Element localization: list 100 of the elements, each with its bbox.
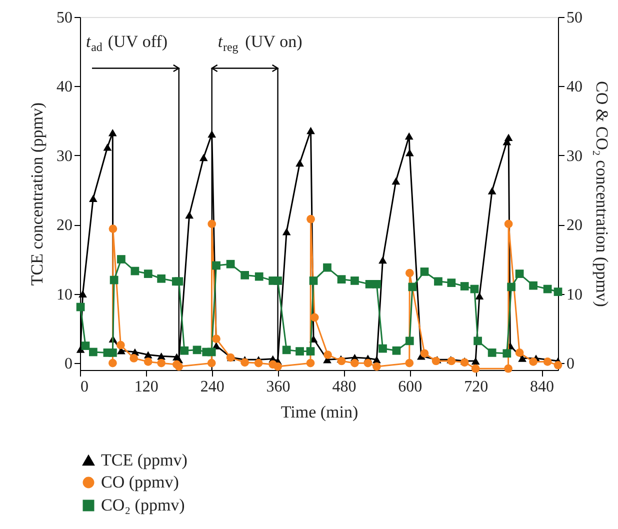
point [144, 358, 152, 366]
point [117, 255, 126, 264]
y2-tick-label: 30 [566, 148, 582, 165]
point [254, 272, 264, 281]
x-tick-label: 0 [80, 378, 88, 396]
point [274, 276, 282, 285]
point [488, 187, 496, 194]
point [543, 284, 552, 294]
point [180, 346, 189, 355]
point [554, 360, 562, 370]
y2-tick-label: 40 [566, 78, 582, 96]
point [504, 220, 513, 228]
point [130, 266, 140, 276]
point [306, 347, 315, 356]
point [404, 132, 414, 140]
point [378, 256, 387, 264]
y-axis-title: TCE concentration (ppmv) [28, 102, 46, 286]
point [78, 290, 87, 298]
point [306, 358, 315, 368]
point [157, 358, 166, 368]
point [103, 144, 112, 151]
point [378, 344, 387, 353]
point [475, 292, 484, 300]
point [337, 356, 346, 366]
point [81, 342, 90, 350]
point [392, 346, 401, 355]
y2-tick-label: 0 [566, 356, 574, 373]
point [460, 282, 469, 290]
point [434, 277, 442, 286]
point [282, 228, 291, 236]
point [157, 274, 166, 283]
point [471, 364, 480, 373]
point [108, 348, 117, 357]
legend-label: CO₂ (ppmv) [101, 496, 185, 514]
point [324, 350, 332, 359]
y-tick-label: 0 [64, 356, 72, 373]
point [372, 362, 381, 371]
point [408, 282, 417, 292]
point [350, 358, 359, 368]
point [174, 277, 184, 286]
point [350, 276, 359, 285]
point [474, 336, 482, 346]
y-tick-label: 50 [56, 10, 72, 26]
x-tick-label: 840 [530, 378, 554, 396]
legend-label: TCE (ppmv) [101, 450, 188, 470]
point [364, 358, 372, 368]
point [515, 348, 524, 357]
point [405, 336, 414, 346]
point [543, 358, 552, 366]
point [470, 284, 479, 294]
point [76, 346, 85, 353]
point [110, 276, 118, 284]
point [212, 261, 220, 270]
point [518, 354, 526, 362]
x-tick-label: 120 [134, 378, 158, 396]
point [174, 362, 184, 371]
point [108, 358, 117, 368]
point [504, 364, 512, 373]
y2-tick-label: 10 [566, 286, 582, 304]
point [199, 154, 208, 162]
point [309, 276, 318, 285]
point [306, 214, 315, 224]
x-tick-label: 480 [332, 378, 356, 396]
point [392, 177, 400, 185]
y-tick-label: 20 [56, 217, 72, 234]
point [323, 263, 332, 272]
point [372, 280, 381, 288]
point [337, 275, 346, 284]
y-tick-label: 10 [56, 286, 72, 304]
point [76, 302, 85, 312]
y-tick-label: 40 [56, 78, 72, 96]
point [212, 334, 220, 344]
point [405, 358, 414, 368]
y2-axis-title: CO & CO₂ concentration (ppmv) [592, 81, 612, 307]
point [502, 349, 512, 358]
point [116, 340, 125, 350]
point [529, 281, 538, 290]
x-tick-label: 240 [200, 378, 224, 396]
point [226, 260, 235, 268]
x-axis-title: Time (min) [280, 402, 358, 422]
point [208, 220, 216, 228]
point [296, 347, 304, 356]
point [504, 134, 513, 142]
y2-tick-label: 50 [566, 10, 582, 26]
point [192, 346, 202, 354]
point [310, 313, 319, 322]
point [507, 282, 516, 292]
legend-label: CO (ppmv) [101, 472, 179, 492]
point [515, 270, 524, 278]
point [405, 268, 414, 278]
point [405, 149, 414, 156]
x-tick-label: 600 [398, 378, 422, 396]
point [282, 346, 291, 354]
point [185, 211, 194, 219]
y2-tick-label: 20 [566, 217, 582, 234]
point [254, 358, 263, 368]
point [89, 348, 98, 356]
point [207, 358, 216, 368]
point [420, 268, 429, 276]
point [240, 270, 250, 280]
